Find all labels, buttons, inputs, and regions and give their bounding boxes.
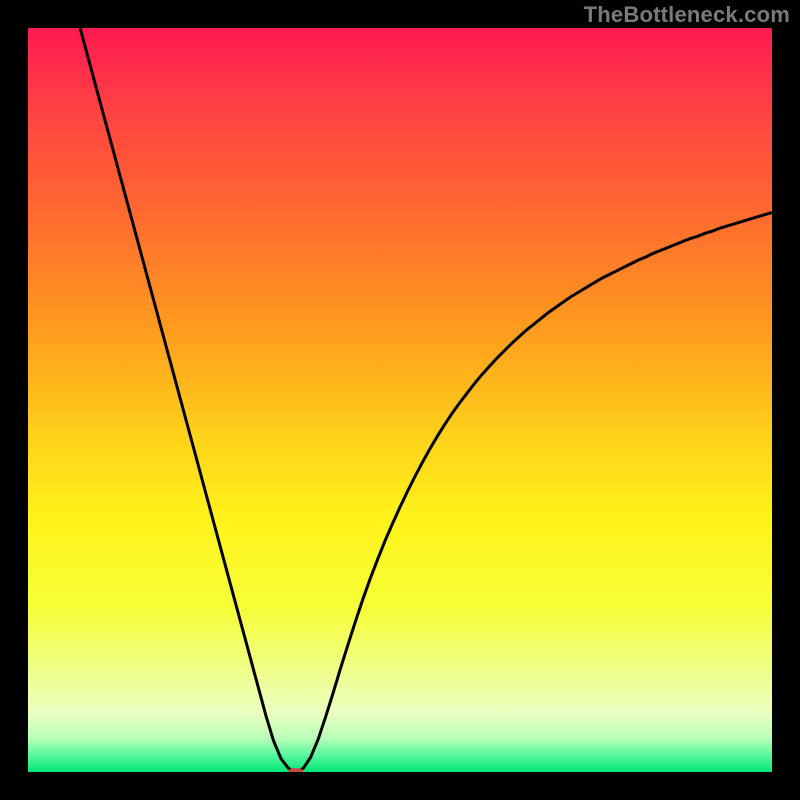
chart-frame: TheBottleneck.com	[0, 0, 800, 800]
plot-area	[28, 28, 772, 772]
plot-background	[28, 28, 772, 772]
optimal-point-marker	[288, 768, 303, 772]
plot-svg	[28, 28, 772, 772]
watermark-text: TheBottleneck.com	[584, 2, 790, 28]
